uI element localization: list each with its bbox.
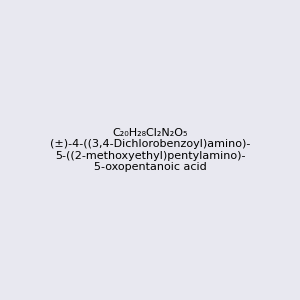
Text: C₂₀H₂₈Cl₂N₂O₅
(±)-4-((3,4-Dichlorobenzoyl)amino)-
5-((2-methoxyethyl)pentylamino: C₂₀H₂₈Cl₂N₂O₅ (±)-4-((3,4-Dichlorobenzoy… bbox=[50, 128, 250, 172]
